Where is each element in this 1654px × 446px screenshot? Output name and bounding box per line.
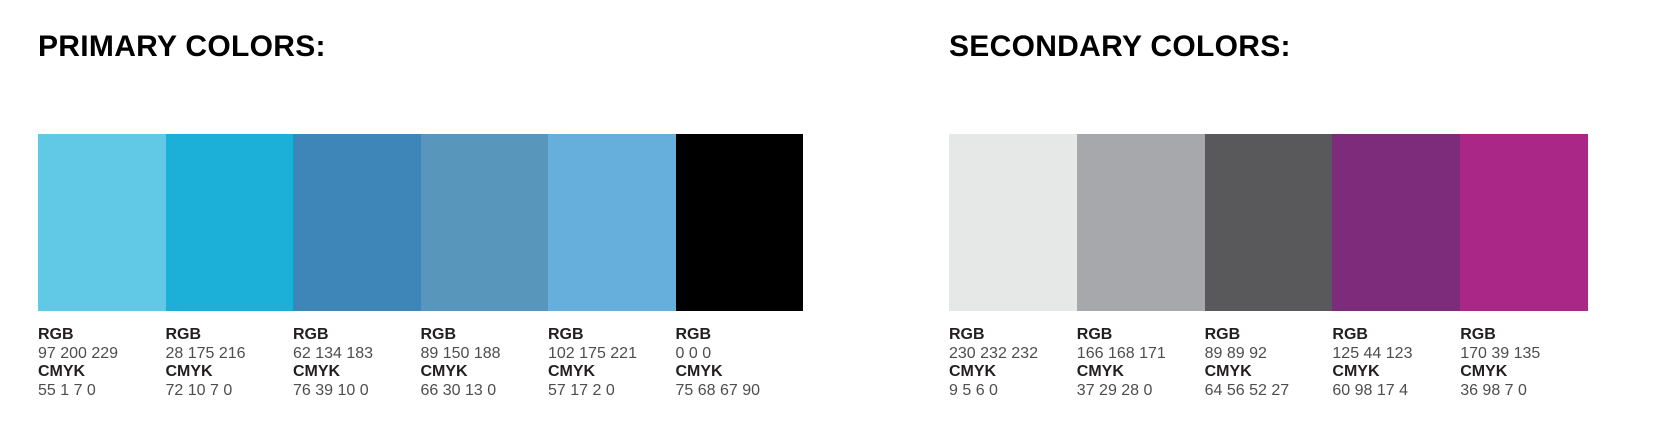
cmyk-label: CMYK xyxy=(38,363,86,380)
rgb-value: 102 175 221 xyxy=(548,344,637,362)
cmyk-value: 37 29 28 0 xyxy=(1076,381,1153,399)
rgb-value: 97 200 229 xyxy=(38,344,119,362)
cmyk-value: 72 10 7 0 xyxy=(165,381,233,399)
rgb-label: RGB xyxy=(165,326,202,343)
cmyk-label: CMYK xyxy=(675,363,723,380)
rgb-value: 0 0 0 xyxy=(675,344,712,362)
swatch-info: RGB 102 175 221 CMYK 57 17 2 0 xyxy=(548,326,676,400)
rgb-value: 62 134 183 xyxy=(293,344,374,362)
cmyk-label: CMYK xyxy=(548,363,596,380)
cmyk-value: 9 5 6 0 xyxy=(949,381,998,399)
cmyk-value: 66 30 13 0 xyxy=(420,381,497,399)
color-swatch-sky-blue xyxy=(38,134,166,311)
secondary-color-values: RGB 230 232 232 CMYK 9 5 6 0 RGB 166 168… xyxy=(949,326,1588,400)
secondary-colors-title: SECONDARY COLORS: xyxy=(949,30,1291,63)
swatch-info: RGB 0 0 0 CMYK 75 68 67 90 xyxy=(676,326,804,400)
rgb-label: RGB xyxy=(293,326,329,343)
rgb-value: 230 232 232 xyxy=(949,344,1038,362)
rgb-value: 125 44 123 xyxy=(1332,344,1413,362)
cmyk-value: 75 68 67 90 xyxy=(675,381,761,399)
rgb-value: 170 39 135 xyxy=(1460,344,1541,362)
secondary-color-band xyxy=(949,134,1588,311)
color-swatch-black xyxy=(675,134,803,311)
rgb-value: 166 168 171 xyxy=(1076,344,1166,362)
color-swatch-cyan-blue xyxy=(165,134,293,311)
color-swatch-cornflower-blue xyxy=(548,134,676,311)
swatch-info: RGB 97 200 229 CMYK 55 1 7 0 xyxy=(38,326,166,400)
rgb-label: RGB xyxy=(949,326,985,343)
rgb-label: RGB xyxy=(420,326,457,343)
rgb-label: RGB xyxy=(1460,326,1496,343)
rgb-label: RGB xyxy=(1076,326,1113,343)
rgb-value: 89 150 188 xyxy=(420,344,501,362)
color-swatch-slate-blue xyxy=(420,134,548,311)
color-swatch-magenta xyxy=(1460,134,1588,311)
rgb-label: RGB xyxy=(548,326,584,343)
swatch-info: RGB 62 134 183 CMYK 76 39 10 0 xyxy=(293,326,421,400)
swatch-info: RGB 230 232 232 CMYK 9 5 6 0 xyxy=(949,326,1077,400)
primary-colors-section: PRIMARY COLORS: RGB 97 200 229 CMYK 55 1… xyxy=(38,0,803,446)
cmyk-label: CMYK xyxy=(949,363,997,380)
cmyk-label: CMYK xyxy=(165,363,213,380)
cmyk-label: CMYK xyxy=(420,363,468,380)
rgb-label: RGB xyxy=(675,326,712,343)
rgb-value: 28 175 216 xyxy=(165,344,246,362)
swatch-info: RGB 125 44 123 CMYK 60 98 17 4 xyxy=(1332,326,1460,400)
swatch-info: RGB 166 168 171 CMYK 37 29 28 0 xyxy=(1077,326,1205,400)
cmyk-label: CMYK xyxy=(1204,363,1252,380)
cmyk-value: 57 17 2 0 xyxy=(548,381,615,399)
rgb-value: 89 89 92 xyxy=(1204,344,1267,362)
swatch-info: RGB 89 150 188 CMYK 66 30 13 0 xyxy=(421,326,549,400)
cmyk-label: CMYK xyxy=(1332,363,1380,380)
cmyk-value: 60 98 17 4 xyxy=(1332,381,1409,399)
swatch-info: RGB 170 39 135 CMYK 36 98 7 0 xyxy=(1460,326,1588,400)
cmyk-label: CMYK xyxy=(1076,363,1124,380)
rgb-label: RGB xyxy=(1204,326,1241,343)
swatch-info: RGB 28 175 216 CMYK 72 10 7 0 xyxy=(166,326,294,400)
primary-colors-title: PRIMARY COLORS: xyxy=(38,30,326,63)
secondary-colors-section: SECONDARY COLORS: RGB 230 232 232 CMYK 9… xyxy=(949,0,1588,446)
swatch-info: RGB 89 89 92 CMYK 64 56 52 27 xyxy=(1205,326,1333,400)
rgb-label: RGB xyxy=(1332,326,1368,343)
rgb-label: RGB xyxy=(38,326,74,343)
cmyk-value: 36 98 7 0 xyxy=(1460,381,1527,399)
color-swatch-dark-gray xyxy=(1204,134,1333,311)
primary-color-values: RGB 97 200 229 CMYK 55 1 7 0 RGB 28 175 … xyxy=(38,326,803,400)
primary-color-band xyxy=(38,134,803,311)
color-swatch-dark-purple xyxy=(1332,134,1461,311)
color-swatch-light-gray xyxy=(949,134,1077,311)
cmyk-label: CMYK xyxy=(293,363,341,380)
cmyk-value: 76 39 10 0 xyxy=(293,381,369,399)
color-swatch-steel-blue xyxy=(293,134,421,311)
color-swatch-medium-gray xyxy=(1076,134,1205,311)
cmyk-value: 64 56 52 27 xyxy=(1204,381,1290,399)
cmyk-label: CMYK xyxy=(1460,363,1508,380)
cmyk-value: 55 1 7 0 xyxy=(38,381,96,399)
